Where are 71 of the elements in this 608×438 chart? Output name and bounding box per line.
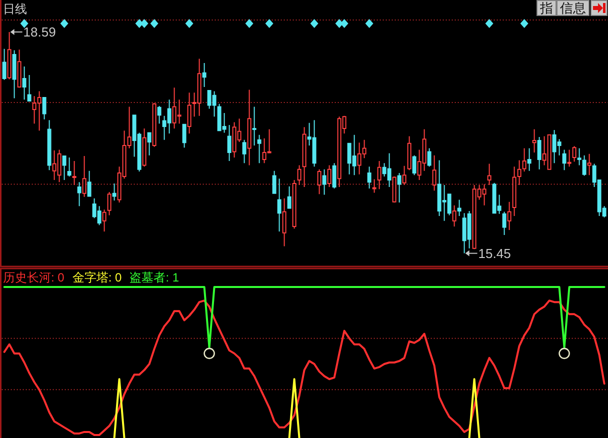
candlestick xyxy=(322,168,326,196)
candlestick xyxy=(427,148,432,168)
candlestick xyxy=(282,198,286,247)
candlestick xyxy=(292,180,296,230)
annotation: 15.45 xyxy=(478,246,511,261)
candlestick xyxy=(202,62,206,88)
candlestick xyxy=(257,134,262,164)
candlestick xyxy=(247,89,252,166)
candlestick xyxy=(22,66,26,100)
candlestick xyxy=(372,178,376,194)
candlestick xyxy=(522,148,526,172)
candlestick xyxy=(302,126,306,188)
candlestick xyxy=(227,124,232,162)
candlestick xyxy=(407,136,412,171)
candlestick xyxy=(507,201,512,231)
candlestick xyxy=(72,160,76,186)
candlestick xyxy=(327,164,332,188)
candlestick xyxy=(242,139,246,164)
candlestick xyxy=(377,160,382,190)
candlestick xyxy=(27,74,32,102)
candlestick xyxy=(2,48,6,80)
candlestick xyxy=(297,164,302,186)
candlestick xyxy=(397,172,402,204)
candlestick xyxy=(187,92,192,134)
candlestick xyxy=(252,106,256,146)
candlestick xyxy=(152,102,156,148)
candlestick xyxy=(452,204,456,228)
candlestick xyxy=(577,148,582,166)
candlestick xyxy=(432,154,436,192)
candlestick xyxy=(87,170,92,197)
candlestick xyxy=(527,148,532,172)
candlestick xyxy=(277,178,282,232)
candlestick xyxy=(367,166,372,189)
annotation: 18.59 xyxy=(23,24,56,40)
candlestick xyxy=(182,124,186,148)
candlestick xyxy=(112,183,116,201)
candlestick xyxy=(582,154,586,176)
candlestick xyxy=(532,128,536,154)
candlestick xyxy=(487,163,492,186)
candlestick xyxy=(42,97,46,120)
candlestick xyxy=(567,149,572,168)
candlestick xyxy=(457,199,462,216)
candlestick xyxy=(412,154,416,176)
legend: 历史长河: 0 金字塔: 0 盗墓者: 1 xyxy=(3,270,180,284)
candlestick xyxy=(402,165,406,186)
text: 指 xyxy=(539,0,553,16)
candlestick xyxy=(47,120,52,171)
candlestick xyxy=(502,211,506,236)
candlestick xyxy=(17,49,22,88)
chart-title: 日线 xyxy=(3,2,27,16)
candlestick xyxy=(12,50,16,99)
candlestick xyxy=(537,136,542,170)
candlestick xyxy=(572,146,576,162)
candlestick xyxy=(562,149,566,171)
candlestick xyxy=(287,186,292,209)
candlestick xyxy=(147,132,152,156)
candlestick xyxy=(587,153,592,176)
candlestick xyxy=(62,156,66,181)
candlestick xyxy=(157,105,162,124)
candlestick xyxy=(317,168,322,195)
text: 信息 xyxy=(560,0,586,16)
candlestick xyxy=(7,31,12,80)
candlestick xyxy=(272,170,276,194)
candlestick xyxy=(82,156,86,198)
candlestick xyxy=(332,162,336,189)
candlestick xyxy=(102,209,106,232)
candlestick xyxy=(142,128,146,168)
candlestick xyxy=(77,182,82,207)
candlestick xyxy=(107,191,112,216)
candlestick xyxy=(392,176,396,204)
candlestick xyxy=(67,156,72,177)
